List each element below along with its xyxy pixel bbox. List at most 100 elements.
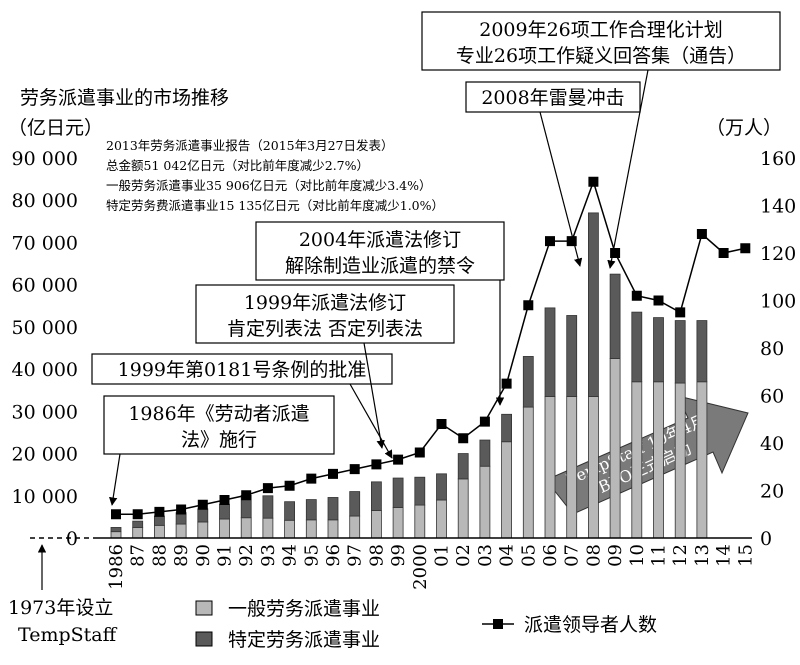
line-marker bbox=[523, 300, 534, 311]
note-1973-line-2: TempStaff bbox=[18, 624, 118, 646]
annotation-2008-text: 2008年雷曼冲击 bbox=[481, 87, 624, 109]
annotation-2004-line-1: 2004年派遣法修订 bbox=[299, 229, 461, 251]
bar-general bbox=[262, 517, 274, 539]
line-marker bbox=[566, 236, 577, 247]
right-tick-label: 60 bbox=[760, 386, 784, 408]
x-tick-label: 91 bbox=[215, 544, 236, 567]
x-tick-label: 99 bbox=[388, 544, 409, 567]
bar-general bbox=[327, 519, 339, 539]
bar-specific bbox=[501, 413, 513, 443]
left-axis-ticks: 0 10 000 20 000 30 000 40 000 50 000 60 000 70 … bbox=[12, 148, 78, 550]
line-marker bbox=[284, 480, 295, 491]
bar-specific bbox=[544, 307, 556, 397]
line-marker bbox=[631, 290, 642, 301]
bar-general bbox=[609, 358, 621, 539]
bar-general bbox=[392, 507, 404, 539]
bar-specific bbox=[284, 501, 296, 521]
legend-label-general: 一般劳务派遣事业 bbox=[228, 598, 380, 620]
bar-general bbox=[240, 517, 252, 539]
bar-specific bbox=[653, 317, 664, 383]
x-tick-label: 90 bbox=[193, 544, 214, 567]
bar-general bbox=[110, 531, 122, 539]
legend-label-specific: 特定劳务派遣事业 bbox=[228, 629, 380, 651]
line-marker bbox=[675, 307, 686, 318]
arrow-2009 bbox=[607, 69, 649, 269]
x-tick-label: 92 bbox=[236, 544, 257, 567]
bar-specific bbox=[370, 481, 382, 511]
annotation-1999-line-1: 1999年派遣法修订 bbox=[244, 292, 406, 314]
x-tick-label: 10 bbox=[627, 544, 648, 567]
right-axis-unit: （万人） bbox=[706, 117, 782, 139]
left-tick-label: 40 000 bbox=[12, 359, 78, 381]
left-tick-label: 80 000 bbox=[12, 190, 78, 212]
x-tick-label: 11 bbox=[649, 544, 670, 567]
bar-specific bbox=[631, 311, 643, 383]
line-marker bbox=[458, 433, 469, 444]
bar-specific bbox=[479, 439, 491, 467]
x-tick-label: 15 bbox=[735, 544, 756, 567]
bar-general bbox=[284, 519, 296, 539]
line-marker bbox=[588, 176, 599, 187]
dispatch-leader-line bbox=[111, 176, 751, 520]
left-tick-label: 20 000 bbox=[12, 444, 78, 466]
bar-specific bbox=[197, 508, 209, 523]
x-tick-label: 1986 bbox=[106, 544, 127, 590]
bar-specific bbox=[262, 495, 274, 519]
bar-general bbox=[219, 518, 230, 539]
bar-specific bbox=[132, 520, 144, 528]
legend-swatch-specific bbox=[195, 631, 213, 647]
line-marker bbox=[132, 509, 143, 520]
x-tick-label: 08 bbox=[583, 544, 604, 567]
report-annotation: 2013年劳务派遣事业报告（2015年3月27日发表） 总金额51 042亿日元… bbox=[106, 138, 444, 213]
report-line-3: 一般劳务派遣事业35 906亿日元（对比前年度减少3.4%） bbox=[106, 178, 432, 193]
x-axis-labels: 1986 87 88 89 90 91 92 93 94 95 96 97 98 99 2000 01 02 03… bbox=[106, 544, 756, 590]
bar-general bbox=[566, 396, 578, 539]
bar-general bbox=[457, 478, 469, 539]
annotation-1999-convention-text: 1999年第0181号条例的批准 bbox=[118, 359, 367, 381]
right-tick-label: 120 bbox=[760, 243, 796, 265]
x-tick-label: 94 bbox=[280, 544, 301, 567]
line-marker bbox=[197, 499, 208, 510]
x-tick-label: 04 bbox=[497, 544, 518, 567]
left-tick-label: 90 000 bbox=[12, 148, 78, 170]
bar-general bbox=[522, 406, 534, 539]
line-marker bbox=[501, 378, 512, 389]
bar-specific bbox=[414, 476, 426, 506]
arrow-1999-convention bbox=[349, 383, 393, 459]
annotation-1986-line-2: 法》施行 bbox=[181, 429, 257, 451]
bar-specific bbox=[436, 473, 447, 501]
x-tick-label: 97 bbox=[345, 544, 366, 567]
right-tick-label: 20 bbox=[760, 481, 784, 503]
bar-general bbox=[653, 381, 664, 539]
bar-specific bbox=[696, 320, 708, 383]
x-tick-label: 07 bbox=[562, 544, 583, 567]
line-marker bbox=[176, 504, 187, 515]
bar-specific bbox=[674, 320, 686, 384]
right-tick-label: 140 bbox=[760, 196, 796, 218]
legend-line-marker bbox=[493, 619, 503, 629]
line-marker bbox=[306, 473, 317, 484]
line-marker bbox=[393, 454, 404, 465]
bar-specific bbox=[566, 315, 578, 397]
line-marker bbox=[718, 248, 729, 258]
line-marker bbox=[740, 243, 751, 254]
bar-specific bbox=[219, 503, 230, 520]
line-marker bbox=[545, 236, 555, 247]
annotation-1999-line-2: 肯定列表法 否定列表法 bbox=[227, 318, 423, 340]
x-tick-label: 93 bbox=[258, 544, 279, 567]
x-tick-label: 09 bbox=[605, 544, 626, 567]
x-tick-label: 12 bbox=[670, 544, 691, 567]
report-line-4: 特定劳务费派遣事业15 135亿日元（对比前年度减少1.0%） bbox=[106, 198, 444, 213]
bar-general bbox=[501, 441, 513, 539]
bar-specific bbox=[522, 356, 534, 408]
bar-specific bbox=[110, 527, 122, 533]
report-line-2: 总金额51 042亿日元（对比前年度减少2.7%） bbox=[106, 158, 369, 173]
right-tick-label: 100 bbox=[760, 291, 796, 313]
annotation-2008: 2008年雷曼冲击 bbox=[465, 81, 641, 113]
left-tick-label: 10 000 bbox=[12, 486, 78, 508]
line-marker bbox=[610, 248, 621, 258]
bar-general bbox=[414, 504, 426, 539]
bar-general bbox=[588, 396, 599, 539]
annotation-1986-line-1: 1986年《劳动者派遣 bbox=[128, 403, 309, 425]
